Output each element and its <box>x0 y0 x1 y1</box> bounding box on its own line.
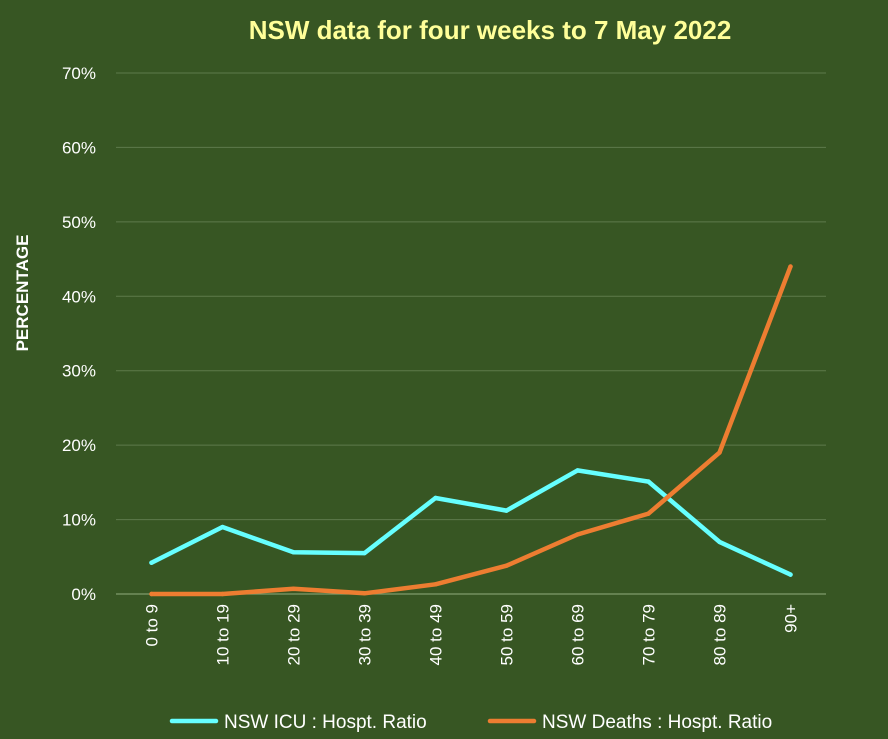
series-2-point <box>362 591 367 596</box>
series-1-point <box>220 524 225 530</box>
x-tick-label: 50 to 59 <box>498 604 517 665</box>
series-2-point <box>788 264 793 269</box>
series-lines <box>149 264 793 597</box>
series-2-point <box>504 563 509 568</box>
legend: NSW ICU : Hospt. Ratio NSW Deaths : Hospt… <box>169 712 772 733</box>
y-tick-label: 20% <box>62 436 96 455</box>
x-tick-label: 80 to 89 <box>711 604 730 665</box>
series-1-point <box>362 550 367 556</box>
series-2-point <box>575 532 580 537</box>
x-axis-ticks: 0 to 9 10 to 19 20 to 29 30 to 39 40 to 49 50… <box>143 604 801 666</box>
y-axis-label: PERCENTAGE <box>13 235 32 352</box>
series-2-point <box>646 511 651 516</box>
chart-title: NSW data for four weeks to 7 May 2022 <box>249 15 732 45</box>
x-tick-label: 60 to 69 <box>569 604 588 665</box>
series-2-point <box>291 586 296 591</box>
y-tick-label: 30% <box>62 362 96 381</box>
series-1-point <box>717 539 722 545</box>
y-tick-label: 50% <box>62 213 96 232</box>
series-line-1 <box>149 468 793 577</box>
x-tick-label: 10 to 19 <box>214 604 233 665</box>
y-tick-label: 60% <box>62 138 96 157</box>
legend-label-2: NSW Deaths : Hospt. Ratio <box>542 712 772 733</box>
series-line-2 <box>149 264 793 597</box>
x-tick-label: 40 to 49 <box>427 604 446 665</box>
x-tick-label: 20 to 29 <box>285 604 304 665</box>
series-1-point <box>149 560 154 565</box>
y-tick-label: 40% <box>62 287 96 306</box>
y-tick-label: 10% <box>62 511 96 530</box>
y-axis-ticks: 0% 10% 20% 30% 40% 50% 60% 70% <box>62 64 96 604</box>
series-2-point <box>433 582 438 587</box>
x-tick-label: 70 to 79 <box>640 604 659 665</box>
y-tick-label: 70% <box>62 64 96 83</box>
series-2-point <box>717 450 722 455</box>
x-tick-label: 90+ <box>782 604 801 633</box>
series-2-point <box>220 591 225 597</box>
series-1-point <box>291 550 296 555</box>
y-tick-label: 0% <box>71 585 96 604</box>
x-tick-label: 30 to 39 <box>356 604 375 665</box>
series-1-point <box>504 508 509 513</box>
legend-label-1: NSW ICU : Hospt. Ratio <box>224 712 427 733</box>
series-1-point <box>433 495 438 501</box>
gridlines <box>116 72 826 595</box>
series-1-point <box>788 572 793 577</box>
x-tick-label: 0 to 9 <box>143 604 162 647</box>
series-2-point <box>149 591 154 597</box>
series-1-point <box>646 479 651 484</box>
series-1-point <box>575 468 580 473</box>
